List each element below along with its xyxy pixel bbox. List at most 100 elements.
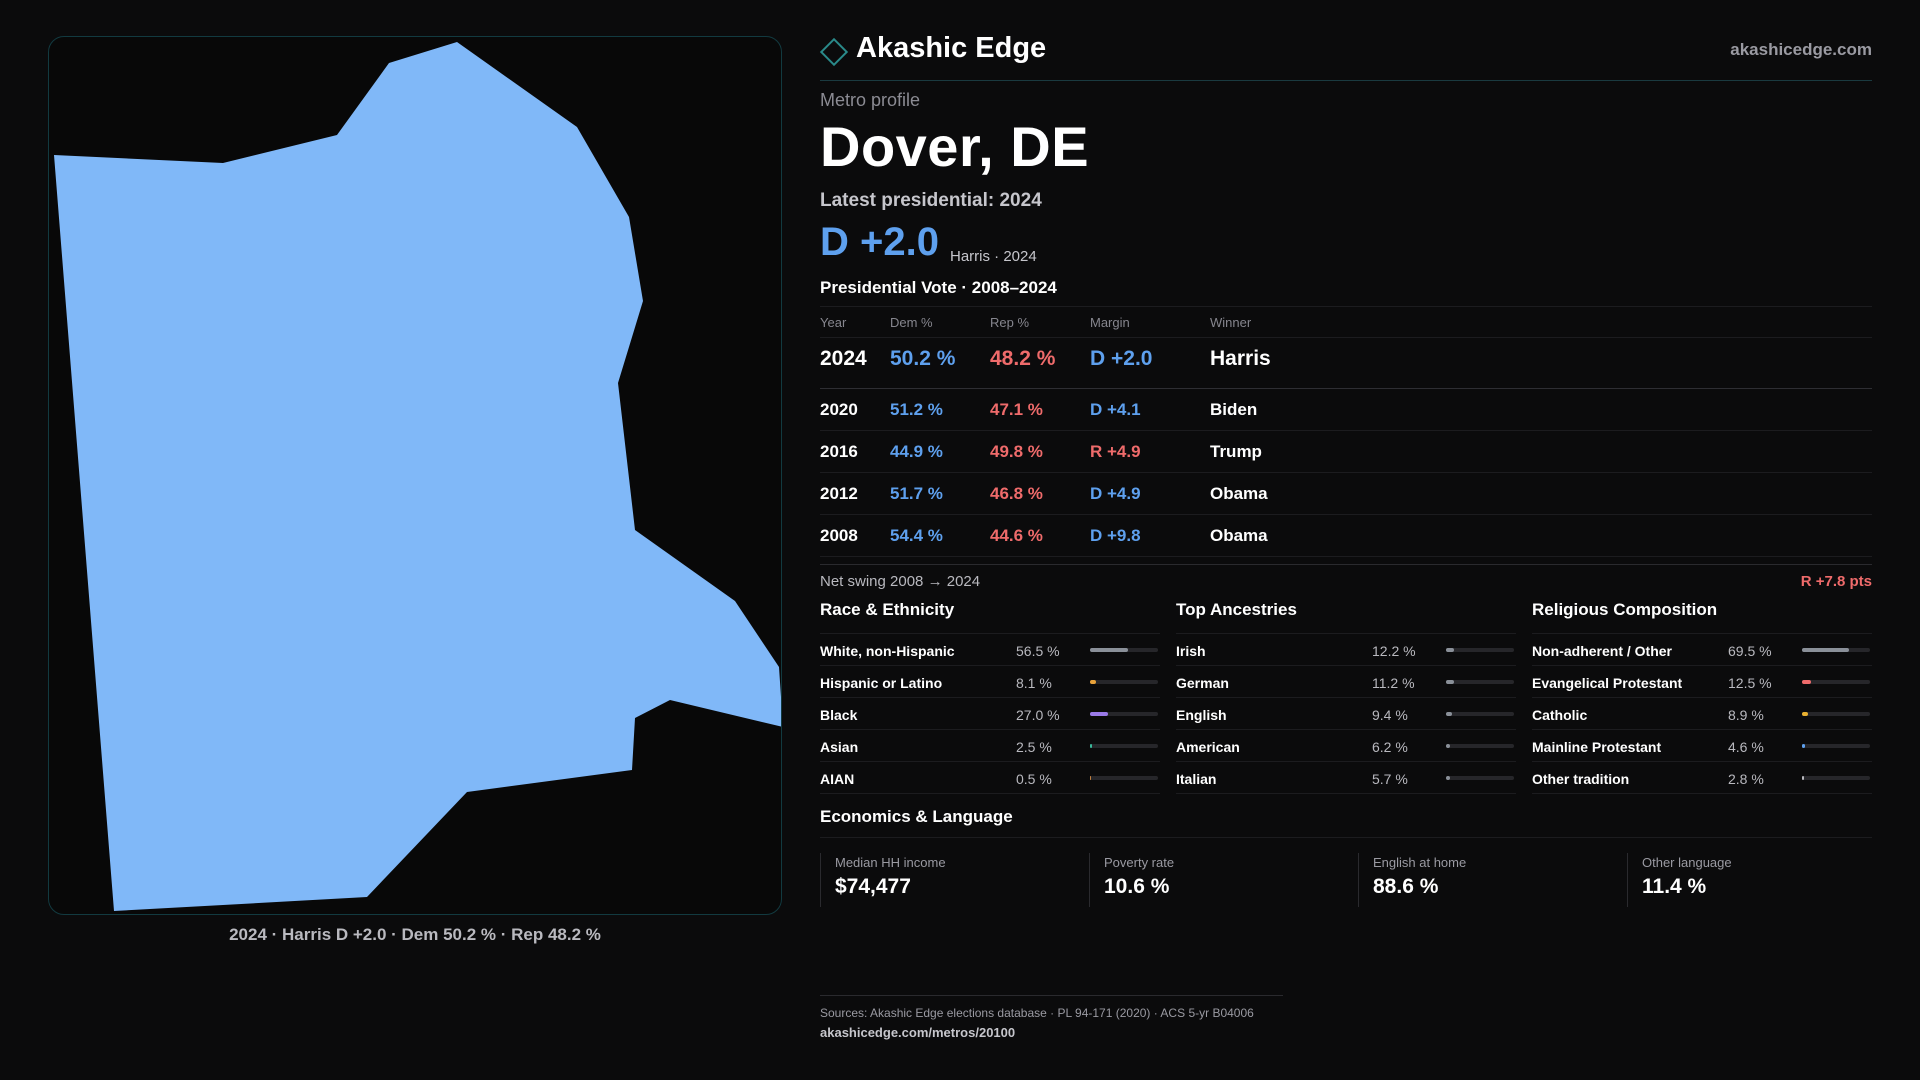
religious-composition-panel: Religious Composition Non-adherent / Oth… <box>1532 600 1872 794</box>
share-bar-fill <box>1446 776 1450 780</box>
profile-kicker: Metro profile <box>820 90 921 110</box>
cell-dem: 51.2 % <box>890 399 943 419</box>
economics-language-title: Economics & Language <box>820 807 1872 838</box>
table-row: 2024 50.2 % 48.2 % D +2.0 Harris <box>820 338 1872 389</box>
econ-value: 11.4 % <box>1642 875 1707 898</box>
religion-row: Evangelical Protestant 12.5 % <box>1532 666 1872 698</box>
net-swing-label: Net swing 2008 → 2024 <box>820 573 981 590</box>
row-label: Asian <box>820 739 859 755</box>
row-label: Hispanic or Latino <box>820 675 943 691</box>
cell-winner: Obama <box>1210 525 1268 545</box>
table-row: 2016 44.9 % 49.8 % R +4.9 Trump <box>820 431 1872 473</box>
cell-margin: D +2.0 <box>1090 347 1153 370</box>
sources-text: Sources: Akashic Edge elections database… <box>820 1006 1254 1020</box>
share-bar-fill <box>1090 680 1096 684</box>
cell-dem: 44.9 % <box>890 441 943 461</box>
share-bar-track <box>1446 776 1514 780</box>
religion-row: Other tradition 2.8 % <box>1532 762 1872 794</box>
cell-margin: D +4.9 <box>1090 483 1141 503</box>
ancestry-row: Irish 12.2 % <box>1176 634 1516 666</box>
row-value: 12.5 % <box>1728 675 1772 691</box>
table-row: 2012 51.7 % 46.8 % D +4.9 Obama <box>820 473 1872 515</box>
english-at-home-card: English at home 88.6 % <box>1358 853 1609 907</box>
ancestry-row: American 6.2 % <box>1176 730 1516 762</box>
row-value: 2.5 % <box>1016 739 1052 755</box>
share-bar-track <box>1446 744 1514 748</box>
row-label: White, non-Hispanic <box>820 643 955 659</box>
county-map <box>54 42 781 911</box>
share-bar-fill <box>1090 744 1092 748</box>
site-link[interactable]: akashicedge.com <box>1730 40 1872 59</box>
share-bar-fill <box>1802 744 1806 748</box>
cell-rep: 44.6 % <box>990 525 1043 545</box>
top-ancestries-title: Top Ancestries <box>1176 600 1516 634</box>
cell-margin: D +4.1 <box>1090 399 1141 419</box>
race-row: Hispanic or Latino 8.1 % <box>820 666 1160 698</box>
county-shape <box>54 42 781 911</box>
cell-winner: Biden <box>1210 399 1258 419</box>
econ-value: $74,477 <box>835 875 911 898</box>
share-bar-fill <box>1090 648 1129 652</box>
headline-margin-sub: Harris · 2024 <box>950 248 1037 265</box>
econ-label: Other language <box>1642 855 1732 870</box>
sources-footer: Sources: Akashic Edge elections database… <box>820 995 1283 1040</box>
share-bar-track <box>1446 712 1514 716</box>
ancestry-row: English 9.4 % <box>1176 698 1516 730</box>
table-row: 2008 54.4 % 44.6 % D +9.8 Obama <box>820 515 1872 557</box>
col-header-dem: Dem % <box>890 315 933 330</box>
net-swing-row: Net swing 2008 → 2024 R +7.8 pts <box>820 564 1872 595</box>
share-bar-fill <box>1802 776 1804 780</box>
cell-winner: Harris <box>1210 347 1271 370</box>
cell-year: 2008 <box>820 525 858 545</box>
econ-value: 88.6 % <box>1373 875 1439 898</box>
row-label: Mainline Protestant <box>1532 739 1662 755</box>
row-label: Non-adherent / Other <box>1532 643 1673 659</box>
row-value: 27.0 % <box>1016 707 1060 723</box>
cell-margin: D +9.8 <box>1090 525 1141 545</box>
col-header-year: Year <box>820 315 847 330</box>
religion-row: Mainline Protestant 4.6 % <box>1532 730 1872 762</box>
row-value: 56.5 % <box>1016 643 1060 659</box>
race-row: AIAN 0.5 % <box>820 762 1160 794</box>
econ-label: Poverty rate <box>1104 855 1175 870</box>
source-url-link[interactable]: akashicedge.com/metros/20100 <box>820 1025 1016 1040</box>
cell-dem: 50.2 % <box>890 347 956 370</box>
row-label: Black <box>820 707 858 723</box>
page-title: Dover, DE <box>820 115 1090 178</box>
brand-name[interactable]: Akashic Edge <box>856 32 1047 64</box>
diamond-logo-icon <box>819 37 849 67</box>
row-value: 6.2 % <box>1372 739 1408 755</box>
cell-dem: 54.4 % <box>890 525 943 545</box>
header: Akashic Edge akashicedge.com <box>819 30 1872 81</box>
row-value: 9.4 % <box>1372 707 1408 723</box>
race-row: White, non-Hispanic 56.5 % <box>820 634 1160 666</box>
col-header-rep: Rep % <box>990 315 1030 330</box>
table-header-row: Year Dem % Rep % Margin Winner <box>820 306 1872 338</box>
share-bar-track <box>1090 776 1158 780</box>
map-caption: 2024 · Harris D +2.0 · Dem 50.2 % · Rep … <box>229 925 601 944</box>
poverty-rate-card: Poverty rate 10.6 % <box>1089 853 1340 907</box>
econ-label: Median HH income <box>835 855 946 870</box>
share-bar-fill <box>1090 776 1091 780</box>
cell-margin: R +4.9 <box>1090 441 1141 461</box>
share-bar-track <box>1090 648 1158 652</box>
top-ancestries-panel: Top Ancestries Irish 12.2 % German 11.2 % En… <box>1176 600 1516 794</box>
row-value: 2.8 % <box>1728 771 1764 787</box>
share-bar-fill <box>1446 648 1455 652</box>
cell-year: 2012 <box>820 483 858 503</box>
share-bar-track <box>1090 712 1158 716</box>
row-value: 69.5 % <box>1728 643 1772 659</box>
cell-rep: 48.2 % <box>990 347 1056 370</box>
religion-row: Catholic 8.9 % <box>1532 698 1872 730</box>
row-label: American <box>1176 739 1240 755</box>
ancestry-row: Italian 5.7 % <box>1176 762 1516 794</box>
row-label: Catholic <box>1532 707 1588 723</box>
cell-winner: Obama <box>1210 483 1268 503</box>
row-label: Evangelical Protestant <box>1532 675 1683 691</box>
row-value: 5.7 % <box>1372 771 1408 787</box>
share-bar-fill <box>1090 712 1109 716</box>
share-bar-fill <box>1446 680 1454 684</box>
col-header-margin: Margin <box>1090 315 1130 330</box>
econ-label: English at home <box>1373 855 1467 870</box>
ancestry-row: German 11.2 % <box>1176 666 1516 698</box>
